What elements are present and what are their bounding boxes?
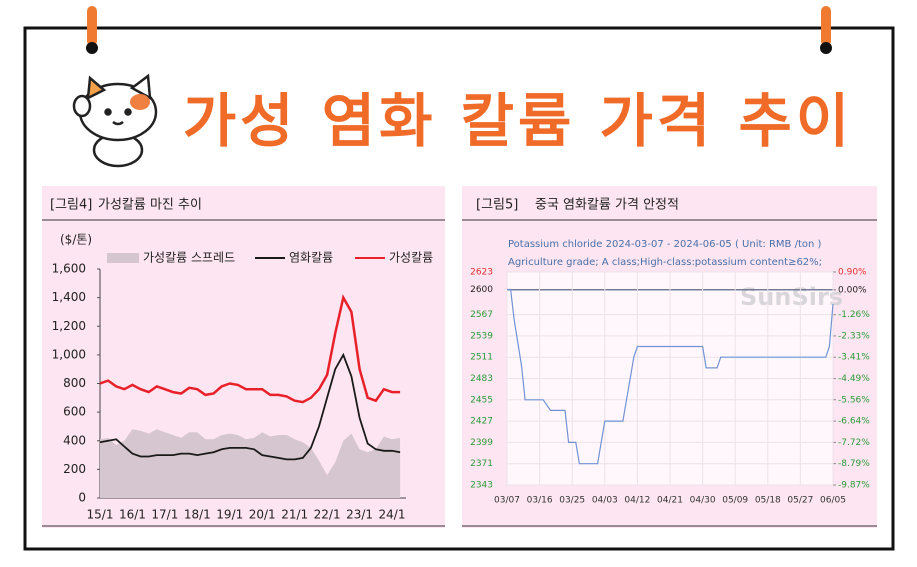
legend-label: 가성칼륨 (389, 251, 433, 265)
y-axis-label: ($/톤) (60, 233, 92, 247)
cat-ear (129, 73, 152, 101)
y2-tick-label: -1.26% (838, 310, 870, 320)
watermark: SunSirs (740, 283, 843, 311)
y-tick-label: 1,200 (52, 319, 86, 333)
x-tick-label: 19/1 (216, 508, 243, 522)
legend-label: 가성칼륨 스프레드 (143, 251, 235, 265)
y-tick-label: 2371 (470, 459, 493, 469)
y2-tick-label: -6.64% (838, 417, 870, 427)
y-tick-label: 2539 (470, 331, 493, 341)
y-tick-label: 2427 (470, 417, 493, 427)
y-tick-label: 2399 (470, 438, 493, 448)
x-tick-label: 05/09 (722, 496, 748, 506)
y2-tick-label: -8.79% (838, 459, 870, 469)
y-tick-label: 0 (78, 491, 86, 505)
y2-tick-label: -2.33% (838, 331, 870, 341)
cat-paw (72, 94, 92, 118)
y-tick-label: 2511 (470, 353, 493, 363)
x-tick-label: 06/05 (820, 496, 846, 506)
pin-head (86, 42, 98, 54)
line (507, 288, 834, 465)
pins (86, 6, 832, 54)
chart-title: 중국 염화칼륨 가격 안정적 (535, 198, 679, 213)
y-tick-label: 2567 (470, 310, 493, 320)
y2-tick-label: -7.72% (838, 438, 870, 448)
legend-swatch (107, 253, 139, 263)
line (99, 352, 401, 461)
y-tick-label: 2343 (470, 481, 493, 491)
y2-tick-label: -5.56% (838, 395, 870, 405)
y-tick-label: 2455 (470, 395, 493, 405)
x-tick-label: 04/03 (592, 496, 618, 506)
x-tick-label: 18/1 (184, 508, 211, 522)
y-tick-label: 1,400 (52, 290, 86, 304)
y2-tick-label: 0.00% (838, 285, 867, 295)
x-tick-label: 23/1 (346, 508, 373, 522)
x-tick-label: 20/1 (249, 508, 276, 522)
cat-ear (86, 75, 107, 101)
y2-tick-label: -9.87% (838, 481, 870, 491)
figure-label: [그림4] (50, 198, 92, 213)
x-tick-label: 24/1 (379, 508, 406, 522)
pin-head (820, 42, 832, 54)
cat-eye (104, 108, 112, 116)
y-tick-label: 2600 (470, 285, 493, 295)
x-tick-label: 21/1 (281, 508, 308, 522)
chart-subtitle: Agriculture grade; A class;High-class:po… (508, 257, 822, 268)
y2-tick-label: 0.90% (838, 268, 867, 278)
page-title: 가성 염화 칼륨 가격 추이 (183, 87, 853, 155)
x-tick-label: 05/18 (755, 496, 781, 506)
y-tick-label: 600 (63, 405, 86, 419)
cat-icon (72, 73, 158, 168)
y-tick-label: 800 (63, 376, 86, 390)
y-tick-label: 1,000 (52, 347, 86, 361)
x-tick-label: 22/1 (314, 508, 341, 522)
x-tick-label: 05/27 (787, 496, 813, 506)
x-tick-label: 15/1 (87, 508, 114, 522)
y2-tick-label: -3.41% (838, 353, 870, 363)
y-tick-label: 1,600 (52, 262, 86, 276)
figure-label: [그림5] (476, 198, 518, 213)
x-tick-label: 04/21 (657, 496, 683, 506)
x-tick-label: 04/30 (690, 496, 716, 506)
y-tick-label: 2623 (470, 268, 493, 278)
cat-mouth (112, 120, 124, 126)
cat-patch (130, 94, 150, 110)
y-tick-label: 400 (63, 433, 86, 447)
x-tick-label: 17/1 (151, 508, 178, 522)
y2-tick-label: -4.49% (838, 374, 870, 384)
y-tick-label: 2483 (470, 374, 493, 384)
chart-subtitle: Potassium chloride 2024-03-07 - 2024-06-… (508, 239, 821, 250)
chart-title: 가성칼륨 마진 추이 (98, 198, 202, 213)
x-tick-label: 04/12 (624, 496, 650, 506)
pin (821, 6, 831, 46)
x-tick-label: 03/25 (559, 496, 585, 506)
x-tick-label: 03/07 (494, 496, 520, 506)
cat-eye (124, 108, 132, 116)
legend-label: 염화칼륨 (289, 251, 333, 265)
y-tick-label: 200 (63, 462, 86, 476)
area (100, 429, 401, 498)
x-tick-label: 03/16 (527, 496, 553, 506)
line (99, 294, 401, 404)
x-tick-label: 16/1 (119, 508, 146, 522)
pin (87, 6, 97, 46)
